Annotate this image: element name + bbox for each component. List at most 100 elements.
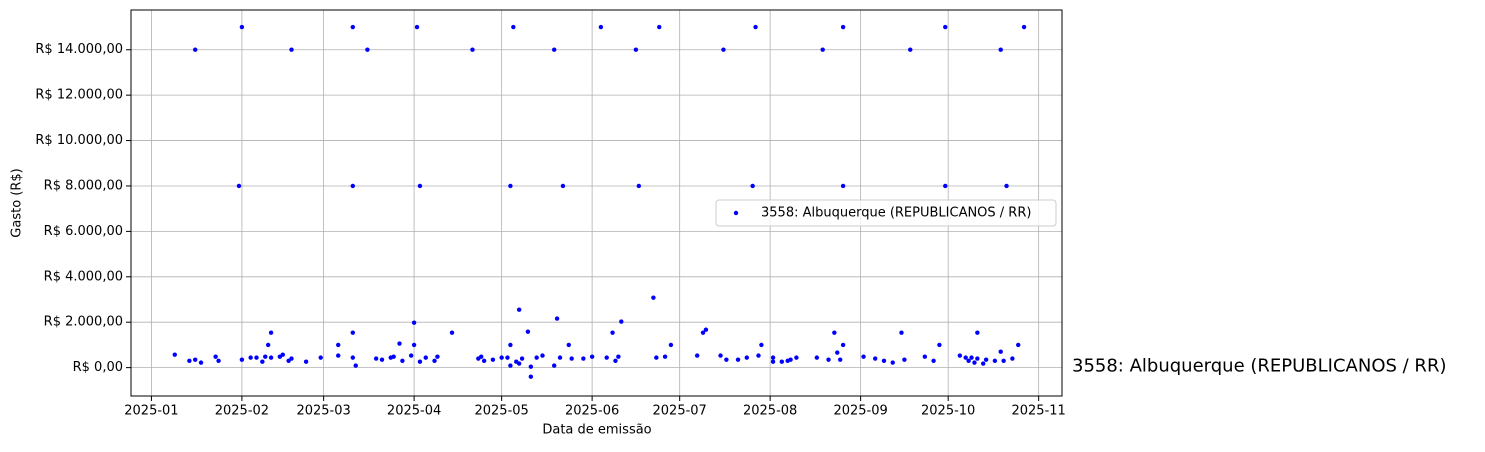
point [193, 357, 198, 362]
point [551, 363, 557, 368]
point [554, 316, 560, 321]
point [350, 183, 356, 189]
point [254, 355, 259, 360]
point [479, 354, 484, 359]
point [1010, 356, 1015, 361]
point [336, 353, 341, 358]
point [350, 24, 356, 30]
point [735, 357, 741, 362]
point [560, 183, 566, 189]
point [490, 357, 496, 362]
point [540, 353, 545, 358]
y-tick-label: R$ 10.000,00 [35, 133, 123, 148]
point [336, 342, 341, 348]
point [379, 357, 385, 362]
x-tick-label: 2025-08 [743, 404, 797, 419]
point [260, 359, 265, 364]
point [435, 354, 440, 359]
point [1016, 342, 1021, 348]
point [759, 342, 764, 348]
point [694, 353, 700, 358]
legend-label: 3558: Albuquerque (REPUBLICANOS / RR) [761, 206, 1031, 221]
x-tick-label: 2025-07 [653, 404, 707, 419]
point [280, 352, 285, 357]
point [400, 358, 405, 364]
point [505, 355, 510, 360]
point [414, 24, 420, 30]
point [750, 183, 755, 189]
point [289, 47, 294, 52]
point [794, 355, 799, 360]
point [263, 354, 268, 359]
point [589, 354, 595, 359]
plot-frame [130, 9, 1063, 397]
point [908, 47, 913, 52]
point [528, 364, 534, 369]
annotation: 3558: Albuquerque (REPUBLICANOS / RR) [1072, 356, 1446, 377]
point [172, 352, 177, 357]
point [566, 342, 571, 348]
point [508, 342, 513, 348]
point [397, 341, 402, 346]
point [187, 358, 192, 364]
point [616, 354, 621, 359]
x-tick-label: 2025-09 [833, 404, 887, 419]
y-tick-label: R$ 14.000,00 [35, 42, 123, 57]
point [198, 360, 204, 365]
point [303, 359, 309, 364]
point [350, 355, 356, 360]
point [890, 360, 895, 365]
point [975, 330, 980, 335]
x-tick-label: 2025-01 [124, 404, 178, 419]
point [931, 358, 936, 364]
legend-box [715, 199, 1057, 227]
x-tick-label: 2025-02 [215, 404, 269, 419]
point [408, 353, 414, 358]
point [508, 183, 513, 189]
point [569, 356, 574, 361]
point [651, 295, 656, 300]
grid [131, 10, 1062, 396]
legend-marker [733, 210, 739, 216]
x-tick-label: 2025-11 [1011, 404, 1065, 419]
point [981, 361, 986, 366]
point [636, 183, 642, 189]
point [937, 342, 942, 348]
point [744, 355, 750, 360]
point [633, 47, 639, 52]
point [873, 356, 878, 361]
point [998, 349, 1003, 354]
point [943, 24, 948, 30]
point [770, 359, 776, 364]
point [703, 327, 709, 332]
point [840, 342, 846, 348]
point [365, 47, 370, 52]
point [662, 354, 668, 359]
point [516, 307, 522, 312]
x-tick-label: 2025-06 [565, 404, 619, 419]
point [943, 183, 948, 189]
point [610, 330, 615, 335]
point [861, 354, 866, 359]
point [724, 357, 729, 362]
point [832, 330, 837, 335]
point [840, 183, 846, 189]
point [721, 47, 726, 52]
point [268, 355, 274, 360]
point [922, 354, 928, 359]
point [318, 355, 323, 360]
point [499, 355, 504, 360]
point [992, 358, 998, 364]
point [957, 353, 963, 358]
point [373, 356, 379, 361]
x-tick-label: 2025-05 [474, 404, 528, 419]
point [417, 359, 423, 364]
point [213, 354, 218, 359]
point [481, 358, 487, 364]
point [411, 320, 417, 325]
point [779, 359, 785, 364]
point [508, 363, 513, 368]
y-tick-label: R$ 2.000,00 [44, 315, 123, 330]
point [899, 330, 904, 335]
